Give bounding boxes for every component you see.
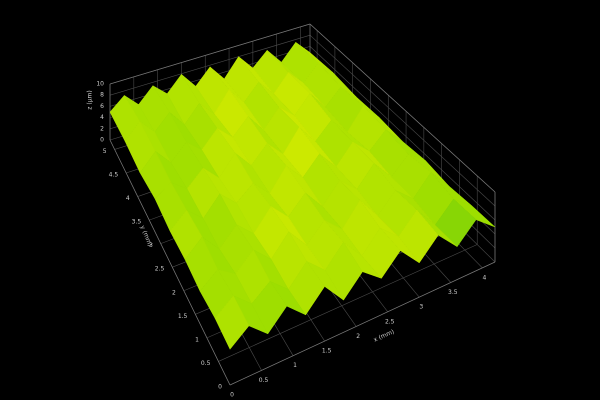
surface-patch [214, 295, 250, 350]
grid-line [218, 244, 478, 362]
y-tick-label: 1.5 [178, 313, 188, 320]
y-tick-label: 1 [195, 336, 199, 343]
x-tick-label: 1 [293, 362, 297, 369]
z-tick-label: 8 [100, 92, 104, 99]
z-tick-label: 10 [96, 81, 104, 88]
box-edge [109, 139, 231, 386]
z-tick-label: 6 [100, 103, 104, 110]
y-tick-label: 2.5 [155, 266, 165, 273]
box-edge [109, 23, 311, 85]
y-tick-label: 4.5 [109, 171, 119, 178]
y-tick-label: 0 [218, 384, 222, 391]
x-tick-label: 3.5 [448, 289, 458, 296]
x-tick-label: 0.5 [259, 377, 269, 384]
x-tick-label: 2.5 [385, 318, 395, 325]
z-axis-label: z (µm) [87, 90, 94, 109]
x-tick-label: 4 [482, 274, 486, 281]
grid-line [309, 46, 496, 221]
z-tick-label: 0 [100, 137, 104, 144]
grid-line [309, 34, 496, 207]
y-tick-label: 3.5 [132, 219, 142, 226]
x-tick-label: 3 [419, 304, 423, 311]
grid-line [109, 34, 311, 96]
z-tick-label: 2 [100, 125, 104, 132]
y-tick-label: 0.5 [201, 360, 211, 367]
z-tick-label: 4 [100, 114, 104, 121]
x-tick-label: 2 [356, 333, 360, 340]
box-edge [309, 23, 496, 193]
y-tick-label: 3 [149, 242, 153, 249]
x-tick-label: 0 [230, 392, 234, 399]
y-tick-label: 4 [126, 195, 130, 202]
y-tick-label: 5 [103, 148, 107, 155]
x-tick-label: 1.5 [322, 348, 332, 355]
y-tick-label: 2 [172, 289, 176, 296]
x-axis-label: x (mm) [373, 328, 396, 343]
box-edge [229, 261, 496, 386]
